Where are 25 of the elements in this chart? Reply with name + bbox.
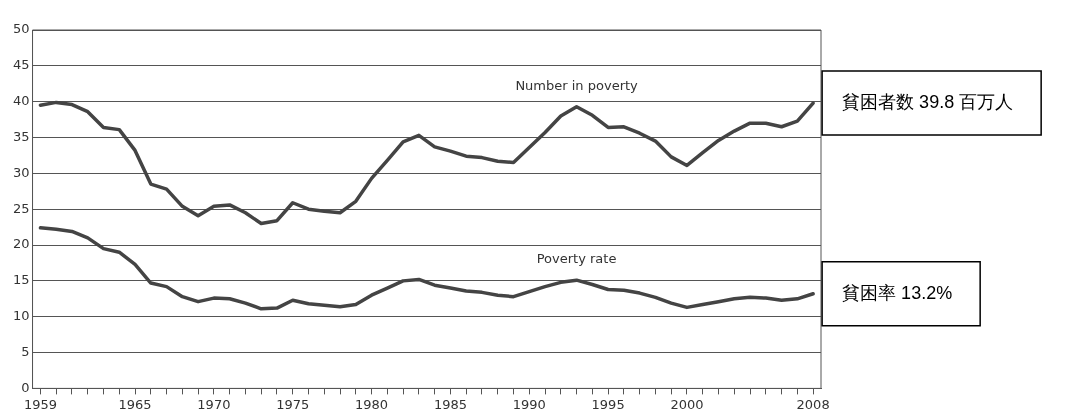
x-tick-label: 1975 xyxy=(276,396,310,412)
x-tick-label: 1965 xyxy=(118,396,152,412)
y-tick-label: 10 xyxy=(13,308,30,324)
y-tick-label: 50 xyxy=(13,21,30,37)
y-tick-label: 0 xyxy=(21,379,30,395)
series-label: Number in poverty xyxy=(515,77,639,93)
x-tick-label: 1990 xyxy=(512,396,546,412)
y-tick-label: 35 xyxy=(13,128,30,144)
y-tick-label: 5 xyxy=(21,343,30,359)
x-tick-label: 2000 xyxy=(670,396,704,412)
x-tick-label: 1980 xyxy=(355,396,389,412)
y-tick-label: 25 xyxy=(13,200,30,216)
annotation: 貧困率 13.2% xyxy=(842,282,953,303)
x-tick-label: 1995 xyxy=(591,396,625,412)
annotation: 貧困者数 39.8 百万人 xyxy=(842,92,1014,113)
series-label: Poverty rate xyxy=(536,251,617,267)
x-tick-label: 2008 xyxy=(796,396,830,412)
y-tick-label: 45 xyxy=(13,57,30,73)
x-tick-label: 1985 xyxy=(433,396,467,412)
x-tick-label: 1970 xyxy=(197,396,231,412)
y-tick-label: 40 xyxy=(13,93,30,109)
x-tick-label: 1959 xyxy=(23,396,57,412)
y-tick-label: 15 xyxy=(13,272,30,288)
y-tick-label: 20 xyxy=(13,236,30,252)
y-tick-label: 30 xyxy=(13,164,30,180)
